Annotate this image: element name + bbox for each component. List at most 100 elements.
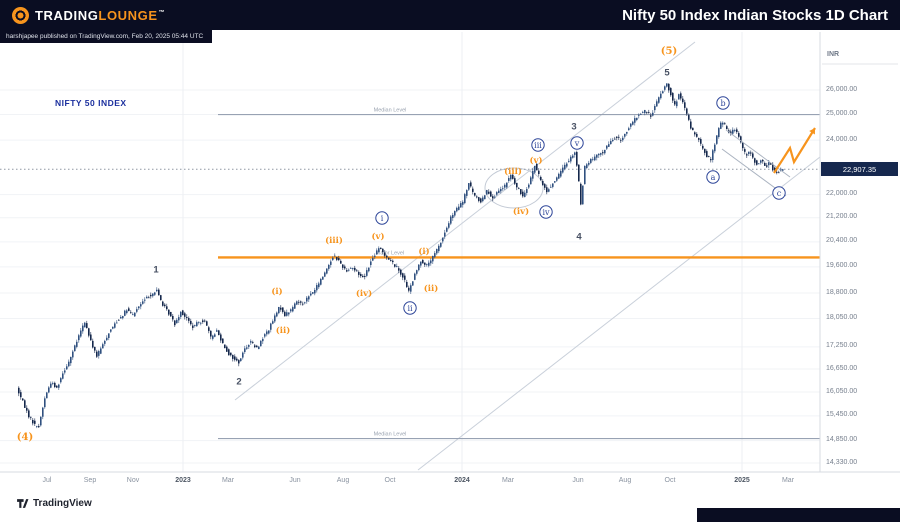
- candle-body: [352, 268, 354, 270]
- candle-body: [206, 321, 208, 326]
- candle-body: [38, 426, 40, 428]
- candle-body: [146, 296, 148, 299]
- candle-body: [762, 159, 764, 162]
- candle-body: [618, 136, 620, 138]
- wave-label: 2: [236, 377, 241, 388]
- candle-body: [590, 158, 592, 163]
- candle-body: [708, 156, 710, 157]
- candle-body: [84, 322, 86, 328]
- candle-body: [348, 269, 350, 271]
- candle-body: [280, 307, 282, 310]
- candle-body: [380, 247, 382, 249]
- brand-text-lounge: LOUNGE: [98, 7, 158, 23]
- candle-body: [338, 258, 340, 261]
- candle-body: [586, 164, 588, 169]
- time-axis-label: Aug: [618, 477, 632, 484]
- brand-text: TRADINGLOUNGE™: [35, 8, 165, 23]
- candle-body: [76, 341, 78, 347]
- candle-body: [568, 160, 570, 162]
- candle-body: [160, 295, 162, 300]
- candle-body: [540, 176, 542, 181]
- candle-body: [108, 333, 110, 338]
- candle-body: [520, 189, 522, 195]
- candle-body: [144, 299, 146, 301]
- candle-body: [298, 301, 300, 303]
- candle-body: [56, 385, 58, 388]
- candle-body: [70, 356, 72, 364]
- candle-body: [44, 398, 46, 408]
- candle-body: [464, 194, 466, 204]
- candle-body: [574, 152, 576, 155]
- trademark-symbol: ™: [158, 10, 166, 17]
- candle-body: [360, 273, 362, 277]
- candle-body: [688, 115, 690, 120]
- candle-body: [150, 294, 152, 297]
- candle-body: [124, 310, 126, 316]
- candle-body: [536, 163, 538, 171]
- tradingview-attribution[interactable]: TradingView: [16, 497, 92, 510]
- candle-body: [710, 159, 712, 161]
- candle-body: [350, 267, 352, 269]
- candle-body: [518, 188, 520, 190]
- candle-body: [628, 128, 630, 131]
- candle-body: [524, 192, 526, 197]
- candle-body: [482, 197, 484, 202]
- candle-body: [394, 264, 396, 267]
- candle-body: [476, 196, 478, 198]
- candle-body: [462, 201, 464, 205]
- wave-label: i: [381, 214, 384, 223]
- candle-body: [244, 348, 246, 353]
- candle-body: [718, 128, 720, 137]
- candle-body: [634, 118, 636, 123]
- candle-body: [344, 266, 346, 269]
- candle-body: [262, 338, 264, 342]
- candle-body: [770, 163, 772, 165]
- candle-body: [320, 279, 322, 285]
- candle-body: [396, 266, 398, 267]
- candle-body: [212, 335, 214, 339]
- candle-body: [398, 268, 400, 271]
- price-axis-label: 14,850.00: [826, 436, 858, 444]
- candle-body: [578, 164, 580, 182]
- candle-body: [734, 130, 736, 131]
- candle-body: [646, 112, 648, 114]
- candle-body: [720, 122, 722, 129]
- candle-body: [286, 312, 288, 316]
- candle-body: [668, 83, 670, 91]
- level-label: Median Level: [374, 108, 407, 114]
- candle-body: [330, 261, 332, 265]
- candle-body: [312, 292, 314, 294]
- correction-channel-line: [725, 129, 791, 178]
- candle-body: [390, 260, 392, 261]
- candle-body: [576, 151, 578, 166]
- candle-body: [182, 310, 184, 316]
- candle-body: [334, 255, 336, 257]
- candle-body: [118, 319, 120, 321]
- candle-body: [362, 275, 364, 278]
- candle-body: [26, 407, 28, 411]
- price-axis-label: 14,330.00: [826, 458, 858, 466]
- candle-body: [706, 151, 708, 158]
- candle-body: [432, 255, 434, 262]
- time-axis-label: Jun: [289, 477, 301, 484]
- candle-body: [768, 162, 770, 166]
- candle-body: [630, 123, 632, 127]
- candle-body: [742, 142, 744, 149]
- candle-body: [336, 257, 338, 260]
- wave-label: ii: [407, 304, 413, 313]
- wave-label: 5: [664, 68, 670, 79]
- candle-body: [236, 358, 238, 361]
- candle-body: [306, 297, 308, 302]
- candle-body: [674, 101, 676, 105]
- candle-body: [102, 344, 104, 349]
- level-label: Median Level: [374, 432, 407, 438]
- candle-body: [172, 316, 174, 320]
- projection-arrow: [773, 127, 816, 174]
- candle-body: [672, 93, 674, 101]
- candle-body: [564, 164, 566, 170]
- candle-body: [154, 292, 156, 295]
- candle-body: [580, 183, 582, 205]
- wave-label: (i): [418, 246, 429, 257]
- candle-body: [308, 296, 310, 300]
